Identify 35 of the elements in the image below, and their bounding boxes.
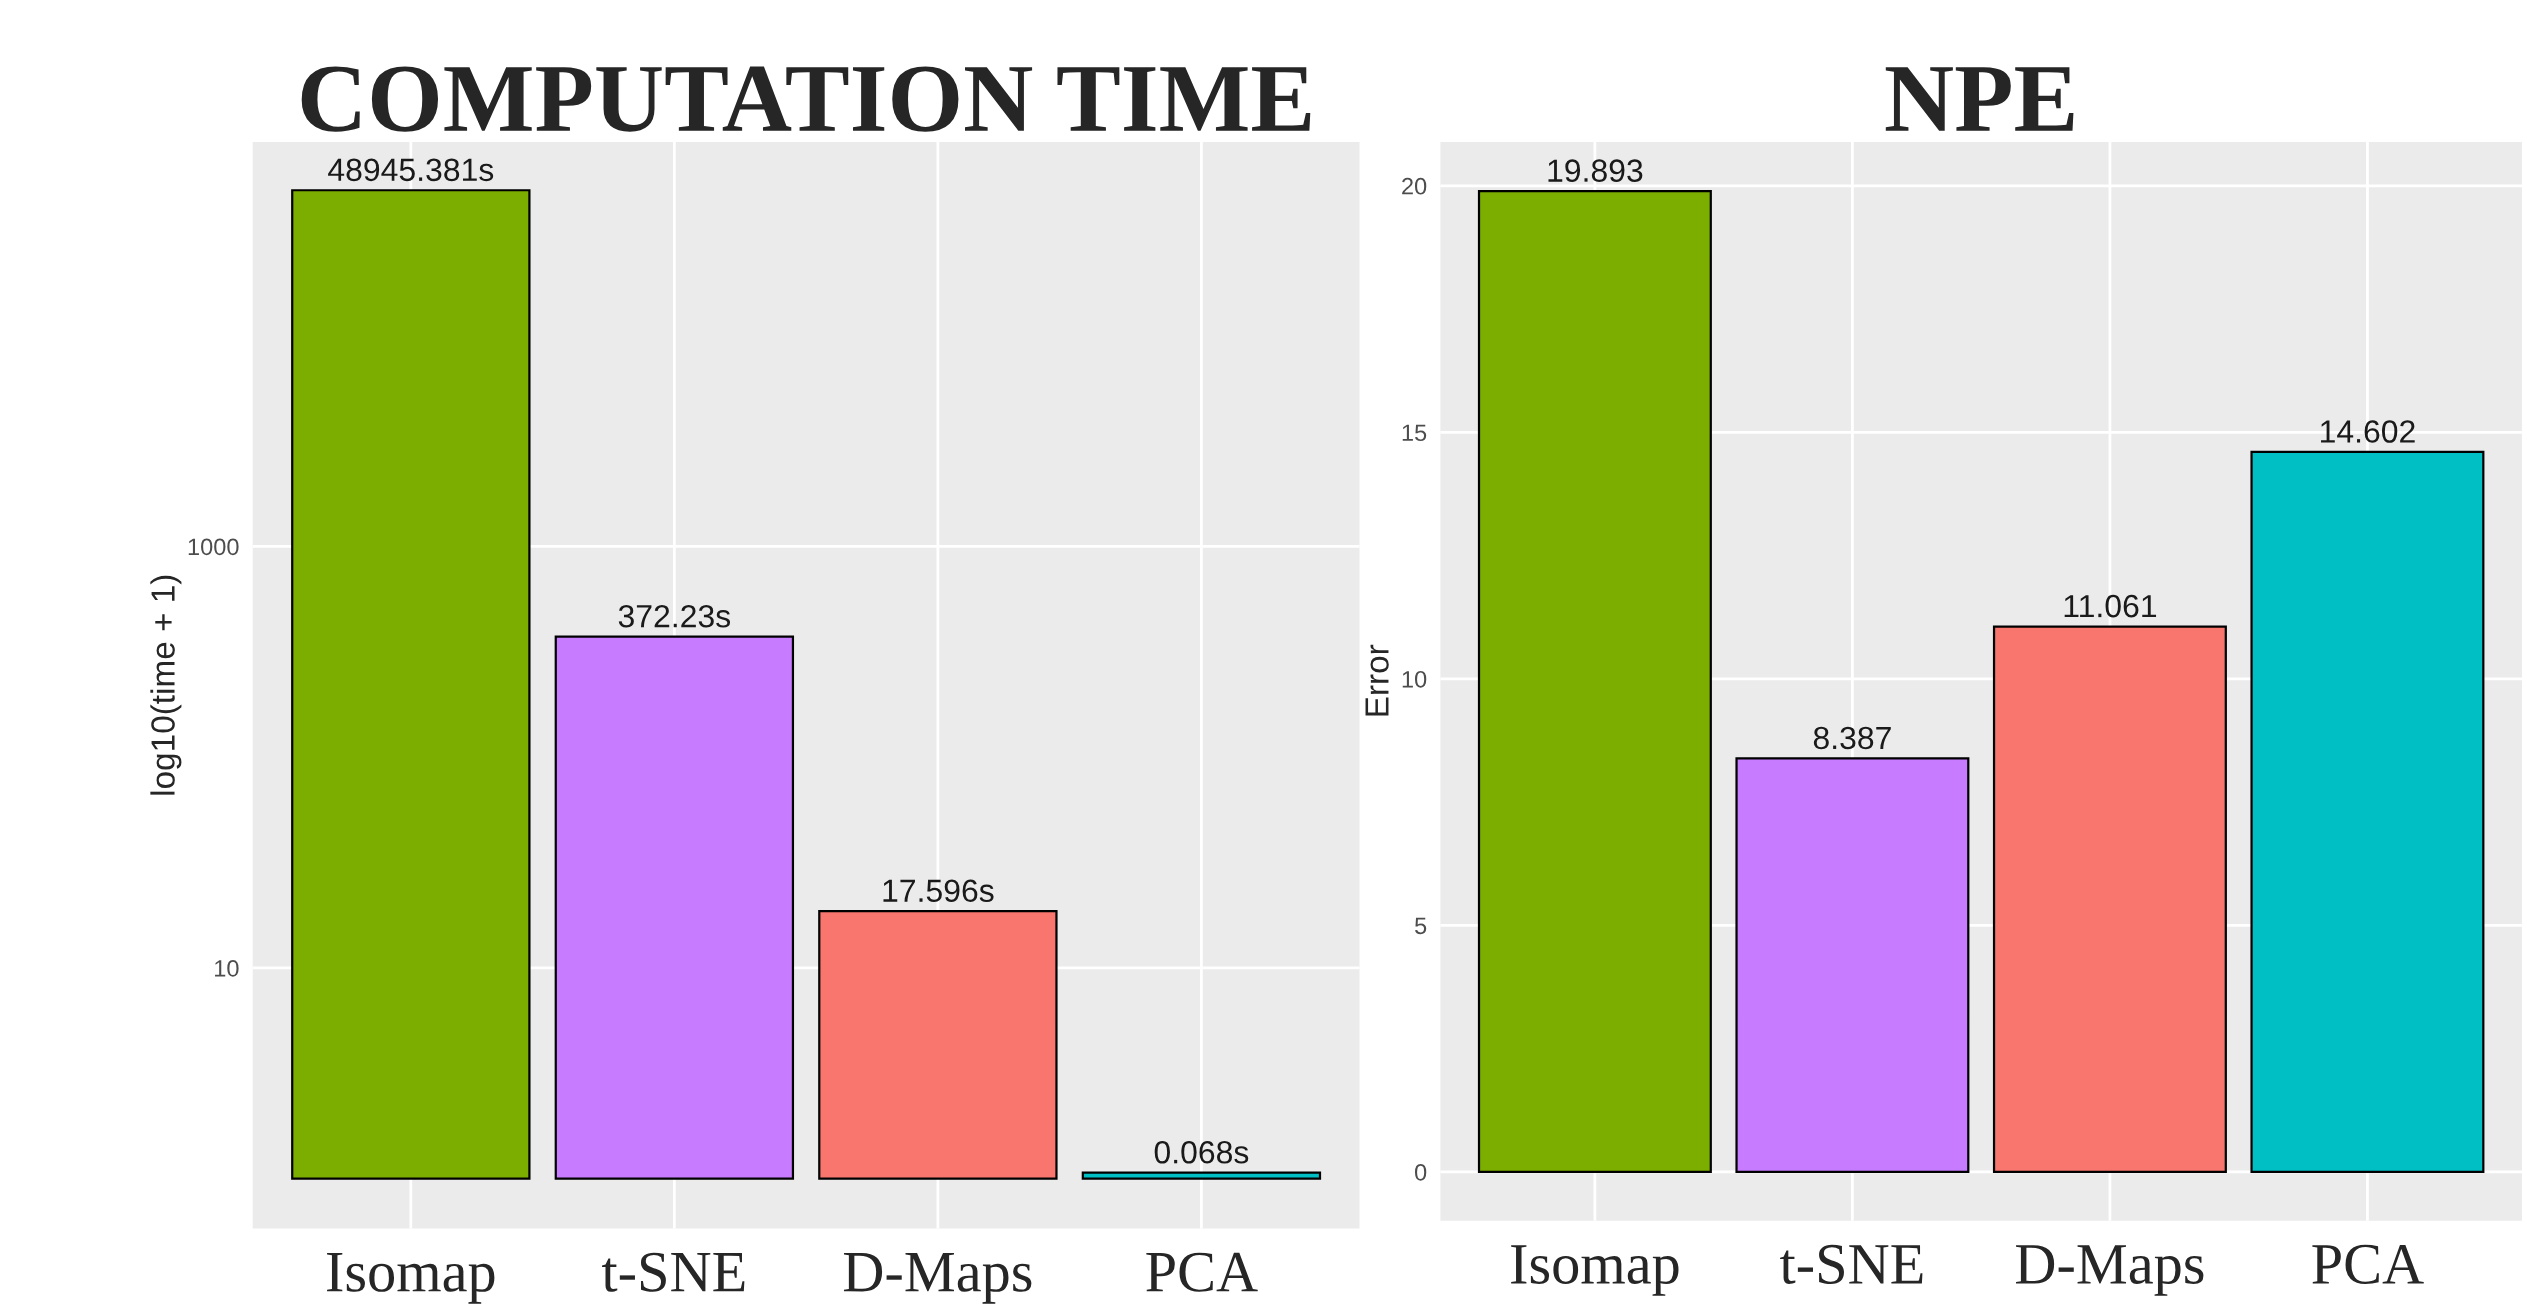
chart-title: COMPUTATION TIME — [301, 66, 1311, 132]
y-tick-label: 5 — [1415, 917, 1427, 935]
bar — [1735, 757, 1970, 1173]
data-label: 19.893 — [1548, 159, 1643, 182]
y-tick-label: 1000 — [188, 538, 239, 556]
x-tick-label: PCA — [2312, 1244, 2424, 1284]
bar — [554, 635, 795, 1180]
bar — [1081, 1171, 1322, 1180]
bar — [1992, 625, 2227, 1173]
x-tick-label: Isomap — [1511, 1245, 1679, 1296]
y-axis-title: log10(time + 1) — [150, 575, 182, 795]
x-tick-label: Isomap — [327, 1253, 495, 1304]
y-axis-title: Error — [1365, 644, 1389, 716]
x-tick-label: D-Maps — [843, 1253, 1032, 1304]
bar — [2250, 450, 2485, 1173]
data-label: 11.061 — [2064, 594, 2157, 618]
y-tick-label: 20 — [1402, 177, 1427, 195]
bar — [291, 189, 531, 1180]
data-label: 48945.381s — [328, 158, 494, 182]
x-tick-label: t-SNE — [602, 1252, 745, 1292]
data-label: 14.602 — [2321, 420, 2415, 443]
data-label: 8.387 — [1813, 726, 1891, 750]
data-label: 0.068s — [1154, 1140, 1249, 1164]
x-tick-label: t-SNE — [1780, 1244, 1923, 1284]
data-label: 17.596s — [883, 879, 994, 903]
chart-title: NPE — [1885, 67, 2074, 131]
y-tick-label: 15 — [1402, 424, 1427, 442]
x-tick-label: D-Maps — [2016, 1245, 2204, 1296]
y-tick-label: 10 — [1402, 670, 1427, 688]
bar — [818, 910, 1058, 1180]
data-label: 372.23s — [618, 604, 731, 628]
y-tick-label: 10 — [215, 960, 239, 977]
bar — [1477, 189, 1712, 1173]
x-tick-label: PCA — [1146, 1252, 1258, 1292]
y-tick-label: 0 — [1414, 1163, 1427, 1181]
